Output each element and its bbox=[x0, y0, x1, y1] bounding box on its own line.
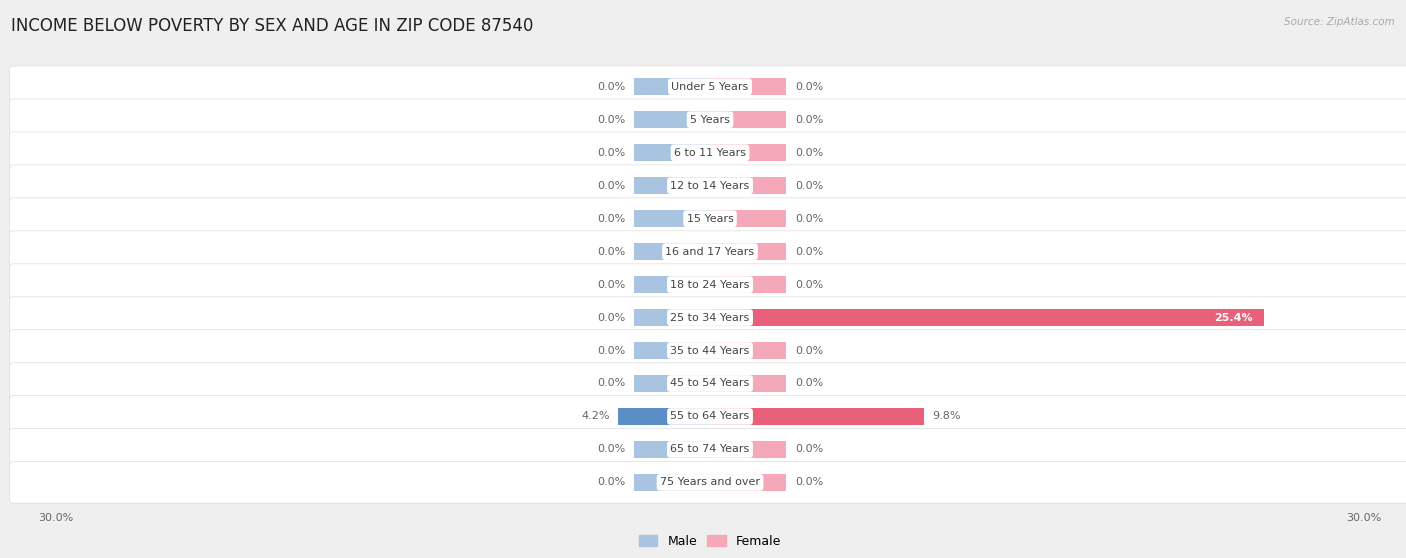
Text: 0.0%: 0.0% bbox=[596, 280, 626, 290]
Bar bbox=[634, 309, 710, 326]
Text: 0.0%: 0.0% bbox=[596, 345, 626, 355]
Text: 0.0%: 0.0% bbox=[794, 181, 824, 191]
Text: INCOME BELOW POVERTY BY SEX AND AGE IN ZIP CODE 87540: INCOME BELOW POVERTY BY SEX AND AGE IN Z… bbox=[11, 17, 534, 35]
Text: 5 Years: 5 Years bbox=[690, 115, 730, 125]
FancyBboxPatch shape bbox=[10, 66, 1406, 108]
Bar bbox=[710, 177, 786, 194]
Bar bbox=[634, 177, 710, 194]
FancyBboxPatch shape bbox=[10, 429, 1406, 470]
Text: 0.0%: 0.0% bbox=[596, 312, 626, 323]
Text: 0.0%: 0.0% bbox=[794, 478, 824, 488]
Bar bbox=[634, 474, 710, 491]
Text: 18 to 24 Years: 18 to 24 Years bbox=[671, 280, 749, 290]
Bar bbox=[634, 111, 710, 128]
Text: 16 and 17 Years: 16 and 17 Years bbox=[665, 247, 755, 257]
FancyBboxPatch shape bbox=[10, 165, 1406, 206]
Bar bbox=[710, 78, 786, 95]
Text: 0.0%: 0.0% bbox=[596, 181, 626, 191]
FancyBboxPatch shape bbox=[10, 297, 1406, 338]
Bar bbox=[710, 144, 786, 161]
Bar bbox=[710, 375, 786, 392]
Text: 0.0%: 0.0% bbox=[794, 280, 824, 290]
Text: 65 to 74 Years: 65 to 74 Years bbox=[671, 444, 749, 454]
Text: 6 to 11 Years: 6 to 11 Years bbox=[673, 148, 747, 158]
Bar bbox=[619, 408, 710, 425]
Text: 0.0%: 0.0% bbox=[596, 148, 626, 158]
Bar bbox=[710, 309, 1264, 326]
Text: 0.0%: 0.0% bbox=[794, 148, 824, 158]
Bar bbox=[710, 210, 786, 227]
Bar bbox=[634, 276, 710, 293]
Text: 0.0%: 0.0% bbox=[596, 115, 626, 125]
Text: 0.0%: 0.0% bbox=[794, 345, 824, 355]
Text: 0.0%: 0.0% bbox=[794, 378, 824, 388]
Text: 9.8%: 9.8% bbox=[932, 411, 960, 421]
Text: 0.0%: 0.0% bbox=[596, 378, 626, 388]
Text: 0.0%: 0.0% bbox=[596, 478, 626, 488]
Text: 45 to 54 Years: 45 to 54 Years bbox=[671, 378, 749, 388]
FancyBboxPatch shape bbox=[10, 132, 1406, 174]
Text: 0.0%: 0.0% bbox=[794, 81, 824, 92]
Text: 0.0%: 0.0% bbox=[596, 81, 626, 92]
Text: 55 to 64 Years: 55 to 64 Years bbox=[671, 411, 749, 421]
Bar bbox=[634, 441, 710, 458]
Text: 0.0%: 0.0% bbox=[596, 214, 626, 224]
Text: 25.4%: 25.4% bbox=[1213, 312, 1253, 323]
Legend: Male, Female: Male, Female bbox=[634, 530, 786, 552]
Text: 0.0%: 0.0% bbox=[794, 115, 824, 125]
Text: 15 Years: 15 Years bbox=[686, 214, 734, 224]
Bar bbox=[710, 276, 786, 293]
Bar bbox=[710, 441, 786, 458]
FancyBboxPatch shape bbox=[10, 363, 1406, 404]
Text: 4.2%: 4.2% bbox=[581, 411, 610, 421]
Bar bbox=[710, 408, 924, 425]
FancyBboxPatch shape bbox=[10, 461, 1406, 503]
Bar bbox=[710, 111, 786, 128]
Bar bbox=[710, 243, 786, 260]
Bar bbox=[710, 474, 786, 491]
Text: 75 Years and over: 75 Years and over bbox=[659, 478, 761, 488]
Text: Under 5 Years: Under 5 Years bbox=[672, 81, 748, 92]
Bar bbox=[710, 342, 786, 359]
Text: 0.0%: 0.0% bbox=[794, 214, 824, 224]
FancyBboxPatch shape bbox=[10, 264, 1406, 305]
Bar bbox=[634, 375, 710, 392]
Text: Source: ZipAtlas.com: Source: ZipAtlas.com bbox=[1284, 17, 1395, 27]
Text: 0.0%: 0.0% bbox=[596, 444, 626, 454]
Text: 35 to 44 Years: 35 to 44 Years bbox=[671, 345, 749, 355]
Bar bbox=[634, 342, 710, 359]
FancyBboxPatch shape bbox=[10, 396, 1406, 437]
Bar bbox=[634, 144, 710, 161]
Text: 25 to 34 Years: 25 to 34 Years bbox=[671, 312, 749, 323]
FancyBboxPatch shape bbox=[10, 231, 1406, 272]
Bar bbox=[634, 210, 710, 227]
Bar bbox=[634, 243, 710, 260]
Text: 12 to 14 Years: 12 to 14 Years bbox=[671, 181, 749, 191]
FancyBboxPatch shape bbox=[10, 198, 1406, 239]
Text: 0.0%: 0.0% bbox=[794, 247, 824, 257]
FancyBboxPatch shape bbox=[10, 99, 1406, 141]
Text: 0.0%: 0.0% bbox=[596, 247, 626, 257]
Text: 0.0%: 0.0% bbox=[794, 444, 824, 454]
Bar bbox=[634, 78, 710, 95]
FancyBboxPatch shape bbox=[10, 330, 1406, 371]
